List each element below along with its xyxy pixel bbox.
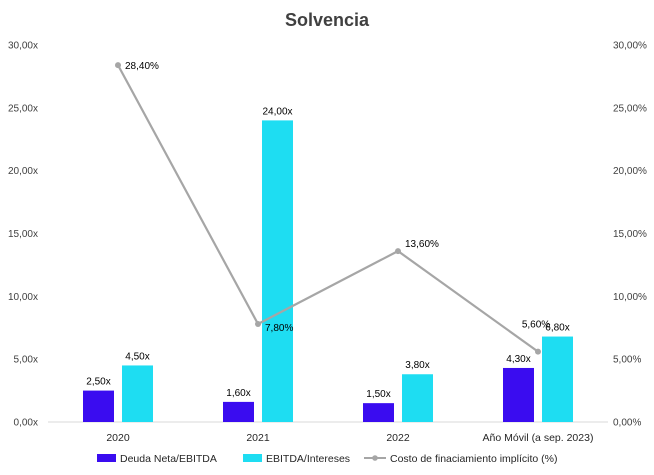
y-left-tick-label: 5,00x xyxy=(14,355,38,366)
bar-ebitda-intereses xyxy=(402,374,433,422)
bar-deuda-neta-ebitda xyxy=(363,403,394,422)
line-costo-financiamiento xyxy=(117,64,539,353)
bar-ebitda-intereses xyxy=(542,336,573,422)
line-data-label: 7,80% xyxy=(265,323,293,334)
y-left-tick-label: 15,00x xyxy=(8,229,38,240)
y-right-tick-label: 0,00% xyxy=(613,418,641,429)
bar-data-label: 1,60x xyxy=(226,388,250,399)
line-data-label: 5,60% xyxy=(522,320,550,331)
y-left-tick-label: 10,00x xyxy=(8,292,38,303)
y-right-tick-label: 15,00% xyxy=(613,229,647,240)
line-data-label: 13,60% xyxy=(405,239,439,250)
y-right-tick-label: 30,00% xyxy=(613,41,647,52)
legend-label: Costo de finaciamiento implícito (%) xyxy=(390,453,557,465)
legend-swatch xyxy=(243,454,262,462)
chart-legend: Deuda Neta/EBITDA EBITDA/Intereses Costo d… xyxy=(97,453,557,465)
bar-deuda-neta-ebitda xyxy=(223,401,254,422)
bar-ebitda-intereses xyxy=(122,365,153,422)
y-right-tick-label: 25,00% xyxy=(613,103,647,114)
legend-label: EBITDA/Intereses xyxy=(266,453,350,465)
y-left-tick-label: 0,00x xyxy=(14,418,38,429)
chart-axes: 0,00x 5,00x 10,00x 15,00x 20,00x 25,00x 30,00x… xyxy=(8,41,647,445)
bar-ebitda-intereses xyxy=(262,120,293,423)
x-category-label: Año Móvil (a sep. 2023) xyxy=(483,432,594,444)
y-left-tick-label: 20,00x xyxy=(8,166,38,177)
y-right-tick-label: 20,00% xyxy=(613,166,647,177)
bar-data-label: 1,50x xyxy=(366,389,390,400)
y-right-tick-label: 5,00% xyxy=(613,355,641,366)
line-data-label: 28,40% xyxy=(125,61,159,72)
x-category-label: 2021 xyxy=(246,432,270,444)
bar-data-label: 3,80x xyxy=(405,360,429,371)
x-category-label: 2020 xyxy=(106,432,130,444)
line-point xyxy=(115,62,121,69)
chart-line xyxy=(115,62,541,355)
line-point xyxy=(395,248,401,255)
legend-label: Deuda Neta/EBITDA xyxy=(120,453,217,465)
bar-data-label: 4,30x xyxy=(506,354,530,365)
line-point xyxy=(535,348,541,355)
bar-deuda-neta-ebitda xyxy=(83,390,114,422)
bar-data-label: 24,00x xyxy=(262,106,292,117)
y-left-tick-label: 25,00x xyxy=(8,103,38,114)
legend-swatch xyxy=(97,454,116,462)
x-category-label: 2022 xyxy=(386,432,410,444)
y-left-tick-label: 30,00x xyxy=(8,41,38,52)
chart-bars xyxy=(83,120,573,423)
chart-data-labels: 2,50x 1,60x 1,50x 4,30x 4,50x 24,00x 3,80x 6,80… xyxy=(86,61,569,400)
chart-title: Solvencia xyxy=(285,10,370,30)
bar-data-label: 4,50x xyxy=(125,351,149,362)
y-right-tick-label: 10,00% xyxy=(613,292,647,303)
bar-data-label: 6,80x xyxy=(545,323,569,334)
bar-deuda-neta-ebitda xyxy=(503,367,534,422)
line-point xyxy=(255,320,261,327)
legend-line-marker xyxy=(372,455,378,461)
bar-data-label: 2,50x xyxy=(86,377,110,388)
